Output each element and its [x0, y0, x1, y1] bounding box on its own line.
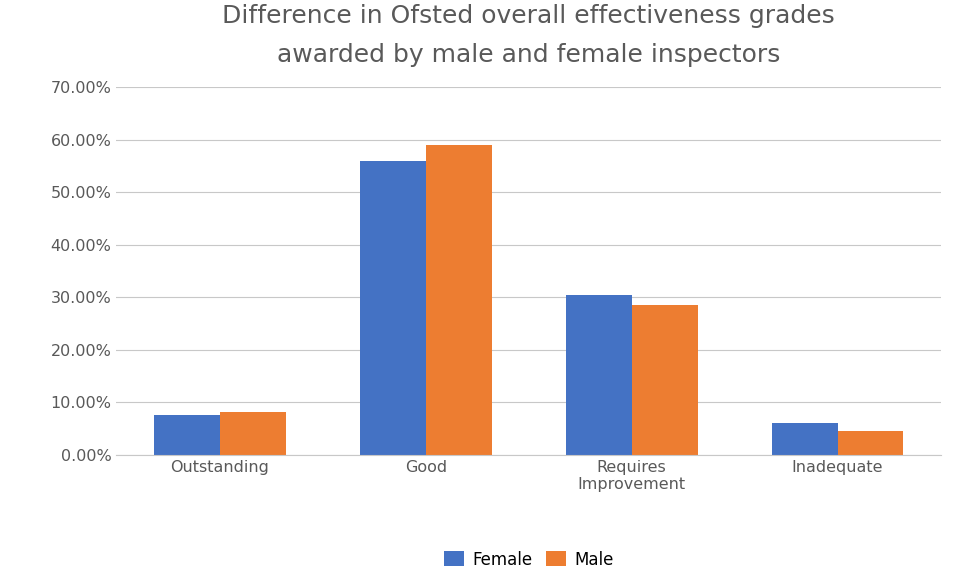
Legend: Female, Male: Female, Male — [437, 544, 619, 575]
Bar — [770, 423, 836, 455]
Bar — [565, 295, 631, 455]
Bar — [154, 415, 220, 455]
Bar — [425, 145, 491, 455]
Bar — [220, 412, 286, 455]
Bar — [359, 161, 425, 455]
Bar — [631, 305, 697, 455]
Title: Difference in Ofsted overall effectiveness grades
awarded by male and female ins: Difference in Ofsted overall effectivene… — [222, 4, 834, 68]
Bar — [836, 431, 902, 455]
